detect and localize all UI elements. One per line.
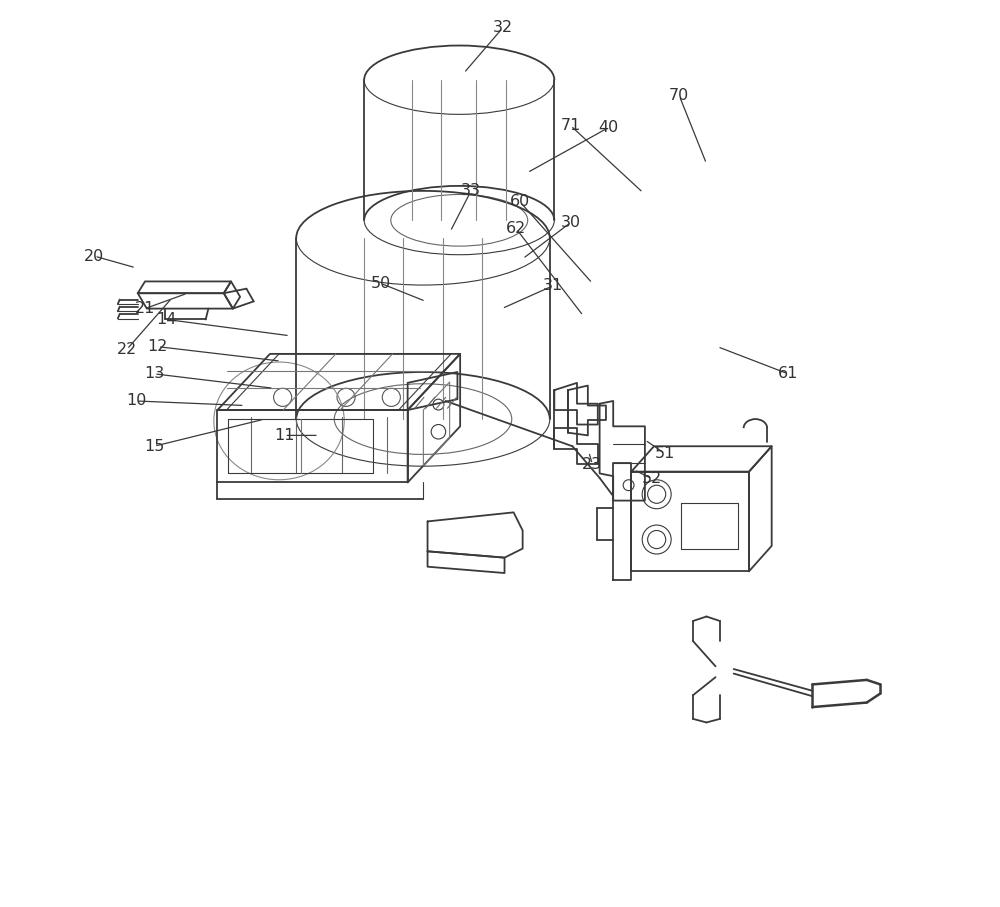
Text: 33: 33 <box>461 183 481 199</box>
Text: 51: 51 <box>655 446 675 461</box>
Text: 30: 30 <box>561 215 581 230</box>
Text: 71: 71 <box>560 118 581 133</box>
Text: 40: 40 <box>599 120 619 135</box>
Text: 10: 10 <box>126 394 146 408</box>
Text: 60: 60 <box>510 194 530 210</box>
Text: 13: 13 <box>144 366 164 381</box>
Text: 32: 32 <box>493 20 513 35</box>
Text: 70: 70 <box>669 88 689 103</box>
Text: 12: 12 <box>147 339 168 354</box>
Text: 15: 15 <box>144 439 164 454</box>
Text: 21: 21 <box>135 301 155 317</box>
Text: 62: 62 <box>506 221 526 237</box>
Text: 14: 14 <box>157 312 177 327</box>
Text: 20: 20 <box>84 249 104 264</box>
Text: 11: 11 <box>274 428 295 443</box>
Text: 50: 50 <box>370 276 391 291</box>
Text: 31: 31 <box>542 278 563 294</box>
Text: 22: 22 <box>117 342 137 356</box>
Text: 61: 61 <box>778 366 798 381</box>
Text: 52: 52 <box>642 472 662 486</box>
Text: 23: 23 <box>582 457 602 472</box>
